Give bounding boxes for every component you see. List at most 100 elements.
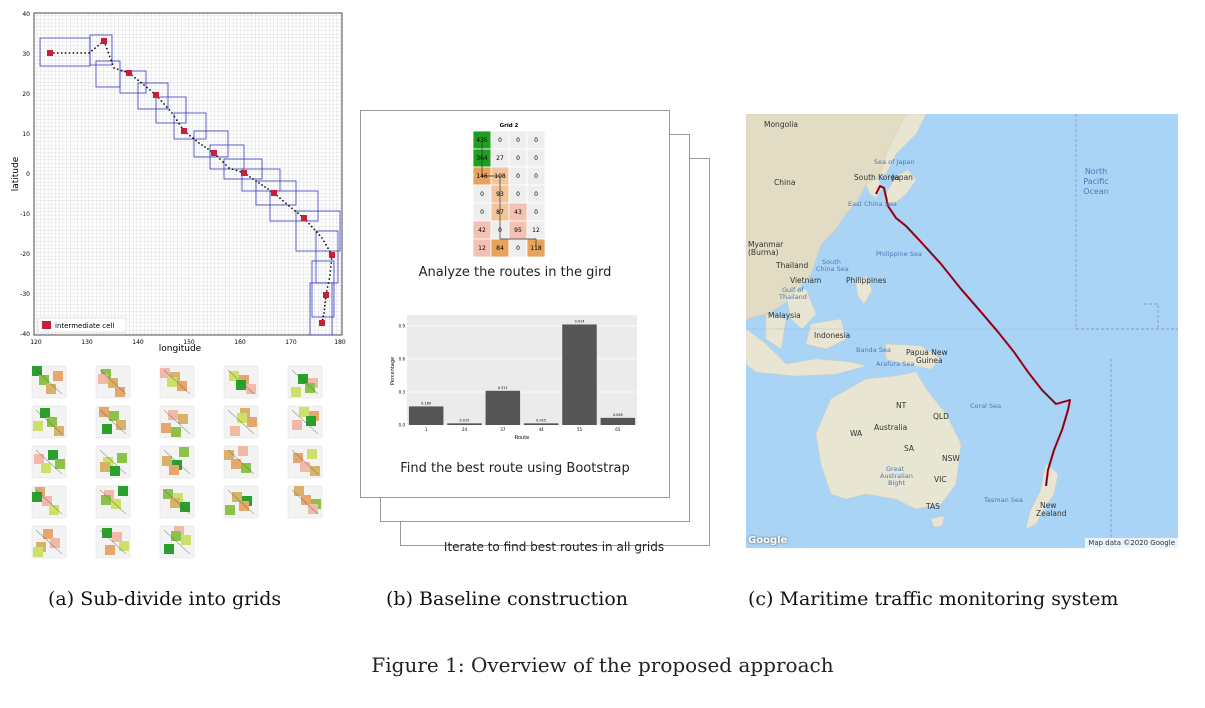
bar-value-label: 0.015: [536, 418, 546, 422]
label-vietnam: Vietnam: [790, 276, 821, 285]
route-point: [324, 297, 327, 300]
new-zealand: [1025, 463, 1059, 530]
grid-cell-value: 0: [534, 191, 538, 198]
route-point: [110, 59, 113, 62]
route-point: [171, 112, 173, 114]
grid-cell-value: 0: [534, 137, 538, 144]
route-point: [255, 180, 257, 182]
boundaries: [1075, 114, 1178, 548]
route-point: [165, 106, 168, 108]
grid-thumbnail: [31, 485, 67, 519]
label-sea-of-japan: Sea of Japan: [874, 158, 915, 166]
grid-cell-value: 0: [480, 209, 484, 216]
route-point: [146, 86, 148, 89]
bar-x-tick: 65: [615, 427, 621, 432]
route-point: [313, 228, 316, 231]
y-tick: 10: [22, 131, 30, 138]
route-point: [323, 240, 325, 243]
google-logo: Google: [748, 535, 788, 546]
route-point: [249, 176, 251, 178]
sub-grid-box: [193, 130, 229, 158]
route-point: [173, 115, 176, 118]
x-axis-label: longitude: [159, 344, 202, 354]
intermediate-cell: [181, 128, 187, 134]
label-malaysia: Malaysia: [768, 311, 801, 320]
x-tick: 160: [234, 339, 246, 346]
grid-cell-value: 27: [496, 155, 504, 162]
route-point: [113, 67, 115, 69]
x-tick: 130: [81, 339, 93, 346]
grid-thumbnail: [159, 405, 195, 439]
grid-thumbnail: [223, 405, 259, 439]
grid-thumbnail: [287, 445, 323, 479]
route-point: [285, 202, 287, 205]
grid-thumbnail: [95, 485, 131, 519]
grid-thumbnail: [287, 365, 323, 399]
route-point: [267, 188, 269, 190]
iterate-caption: Iterate to find best routes in all grids: [443, 540, 665, 554]
sub-grid-box: [155, 96, 187, 124]
route-point: [228, 167, 230, 169]
route-point: [235, 169, 238, 172]
route-point: [258, 182, 260, 184]
sub-grid-box: [309, 282, 333, 336]
route-point: [225, 164, 227, 166]
x-tick: 180: [334, 339, 346, 346]
caption-a: (a) Sub-divide into grids: [48, 588, 282, 610]
grid-cell-value: 43: [514, 209, 522, 216]
sub-grid-box: [137, 82, 169, 110]
indonesia: [746, 328, 867, 377]
route-point: [104, 43, 107, 46]
thumbnail-grid: [31, 365, 323, 559]
grid-cell-value: 146: [476, 173, 488, 180]
philippines: [855, 275, 873, 305]
grid-thumbnail: [223, 445, 259, 479]
route-point: [327, 247, 329, 250]
grid-cell-value: 0: [516, 155, 520, 162]
panel-b-stack: Grid 2 435 0 0 0 364 27 0 0 146 108 0 0 0 93 0 0 0 87 43 0 4…: [358, 110, 718, 560]
label-great: Great: [886, 465, 905, 473]
route-point: [310, 225, 313, 228]
label-coral-sea: Coral Sea: [970, 402, 1001, 410]
grid-cell-value: 95: [514, 227, 522, 234]
bar-value-label: 0.914: [574, 319, 585, 323]
route-point: [326, 286, 329, 288]
y-axis-label: latitude: [11, 156, 21, 191]
bar-x-tick: 24: [462, 427, 468, 432]
grid-thumbnail: [287, 485, 323, 519]
y-tick: -30: [20, 291, 30, 298]
route-point: [219, 158, 221, 160]
grid-thumbnail: [31, 525, 67, 559]
route-point: [137, 79, 139, 82]
label-banda-sea: Banda Sea: [856, 346, 891, 354]
grid-cell-value: 0: [516, 245, 520, 252]
sub-grid-box: [241, 168, 281, 192]
label-new: New: [1040, 501, 1056, 510]
x-tick: 140: [132, 339, 144, 346]
borneo: [805, 318, 847, 350]
bar-x-tick: 37: [500, 427, 506, 432]
caption-c: (c) Maritime traffic monitoring system: [748, 588, 1119, 610]
route-point: [68, 52, 71, 54]
panel-a-scatter: 40 30 20 10 0 -10 -20 -30 -40 120 130 14…: [11, 8, 346, 358]
route-point: [76, 52, 79, 54]
bar: [523, 423, 559, 425]
intermediate-cell: [126, 70, 132, 76]
new-guinea: [885, 343, 942, 370]
x-tick: 150: [183, 339, 195, 346]
grid-cell-value: 12: [532, 227, 540, 234]
bar: [562, 324, 597, 425]
intermediate-cell: [241, 170, 247, 176]
maritime-map: Mongolia China Sea of Japan South Korea …: [746, 114, 1178, 548]
route-point: [329, 266, 332, 268]
label-guinea: Guinea: [916, 356, 943, 365]
label-wa: WA: [850, 429, 863, 438]
sub-grid-box: [173, 112, 207, 140]
route-line: [481, 140, 537, 248]
grid-thumbnails: [22, 362, 342, 560]
grid-cell-value: 42: [478, 227, 486, 234]
route-point: [180, 126, 183, 129]
route-point: [330, 258, 333, 260]
label-tasman-sea: Tasman Sea: [983, 496, 1023, 504]
label-thailand: Thailand: [775, 261, 808, 270]
